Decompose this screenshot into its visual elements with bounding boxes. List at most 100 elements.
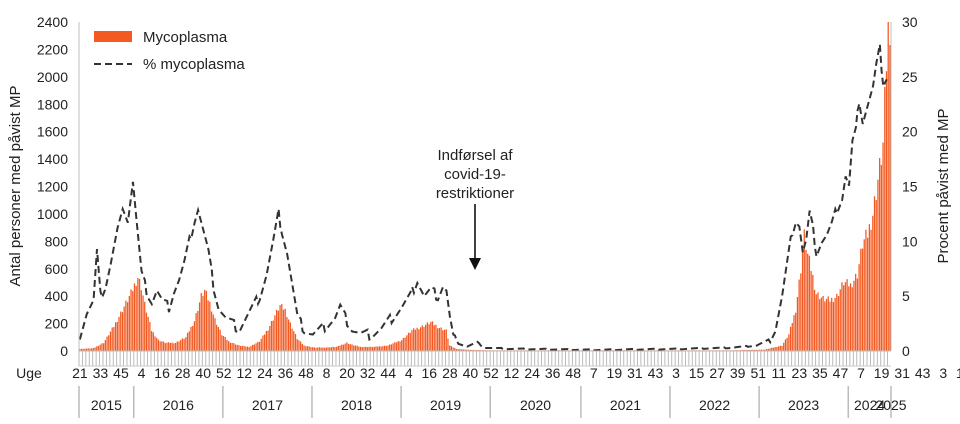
bar-mycoplasma: [378, 346, 381, 351]
week-label: 7: [590, 365, 598, 381]
bar-mycoplasma: [358, 346, 360, 351]
week-label: 31: [627, 365, 643, 381]
axes: [78, 22, 892, 352]
bar-mycoplasma: [192, 326, 194, 351]
bar-mycoplasma: [860, 248, 862, 351]
bar-mycoplasma: [395, 342, 398, 351]
bar-mycoplasma: [467, 349, 470, 351]
bar-mycoplasma: [848, 286, 850, 351]
bar-mycoplasma: [90, 348, 93, 351]
bar-mycoplasma: [164, 343, 166, 351]
bar-mycoplasma: [755, 349, 757, 351]
bar-mycoplasma: [236, 344, 238, 351]
bar-mycoplasma: [202, 295, 204, 351]
bar-mycoplasma: [84, 348, 86, 351]
bar-mycoplasma: [87, 348, 89, 351]
year-label: 2015: [91, 397, 122, 413]
bar-mycoplasma: [106, 336, 108, 351]
bar-mycoplasma: [383, 345, 386, 351]
bar-mycoplasma: [233, 343, 235, 351]
bar-mycoplasma: [865, 229, 867, 351]
bar-mycoplasma: [459, 349, 461, 351]
legend-label-pct: % mycoplasma: [143, 56, 245, 73]
bar-mycoplasma: [750, 349, 752, 351]
bar-mycoplasma: [855, 273, 857, 351]
week-label: 27: [709, 365, 725, 381]
bar-mycoplasma: [747, 349, 749, 351]
bar-mycoplasma: [404, 337, 406, 351]
bar-mycoplasma: [784, 339, 787, 351]
year-label: 2025: [875, 397, 906, 413]
bar-mycoplasma: [144, 301, 146, 351]
bar-mycoplasma: [359, 346, 362, 351]
bar-mycoplasma: [159, 341, 161, 351]
bar-mycoplasma: [834, 297, 836, 351]
bar-mycoplasma: [154, 336, 156, 351]
bar-mycoplasma: [416, 327, 418, 351]
bar-mycoplasma: [440, 327, 442, 351]
bar-mycoplasma: [238, 345, 240, 351]
bar-mycoplasma: [130, 289, 132, 351]
y-left-tick-label: 200: [45, 316, 69, 332]
y-left-tick-label: 1000: [37, 206, 68, 222]
bar-mycoplasma: [341, 344, 343, 351]
week-label: 51: [750, 365, 766, 381]
bar-mycoplasma: [851, 287, 853, 351]
bar-mycoplasma: [870, 229, 872, 351]
bar-mycoplasma: [419, 327, 422, 351]
bar-mycoplasma: [889, 45, 891, 351]
bar-mycoplasma: [791, 323, 793, 351]
bar-mycoplasma: [861, 248, 864, 351]
week-row-label: Uge: [16, 365, 42, 381]
bar-mycoplasma: [219, 329, 221, 351]
bar-mycoplasma: [401, 340, 403, 351]
bar-mycoplasma: [803, 229, 805, 351]
bar-mycoplasma: [147, 316, 149, 351]
bar-mycoplasma: [849, 283, 852, 351]
y-left-tick-label: 1600: [37, 124, 68, 140]
bar-mycoplasma: [808, 255, 811, 351]
week-label: 52: [483, 365, 499, 381]
bar-mycoplasma: [339, 345, 341, 351]
bar-mycoplasma: [382, 346, 384, 351]
bar-mycoplasma: [438, 328, 441, 351]
bar-mycoplasma: [365, 346, 367, 351]
bar-mycoplasma: [442, 330, 444, 351]
bar-mycoplasma: [178, 341, 180, 351]
bar-mycoplasma: [288, 319, 290, 351]
bar-mycoplasma: [445, 329, 447, 351]
bar-mycoplasma: [306, 346, 309, 351]
bar-mycoplasma: [880, 164, 882, 351]
year-label: 2017: [252, 397, 283, 413]
bar-mycoplasma: [245, 346, 247, 351]
bar-mycoplasma: [346, 342, 348, 351]
bar-mycoplasma: [99, 344, 101, 351]
bar-mycoplasma: [399, 341, 401, 351]
y-left-tick-label: 800: [45, 233, 69, 249]
bar-mycoplasma: [260, 338, 262, 351]
bar-mycoplasma: [844, 282, 847, 351]
bar-mycoplasma: [795, 312, 797, 351]
bar-mycoplasma: [824, 301, 826, 351]
bar-mycoplasma: [252, 344, 254, 351]
week-labels: 21 33 45 4 16 28 40 52 12 24 36 48 8 20 32 44 4 16 28 40 52 1…: [72, 365, 960, 381]
bar-mycoplasma: [863, 239, 865, 351]
bar-mycoplasma: [323, 347, 326, 351]
bar-mycoplasma: [332, 346, 334, 351]
bar-mycoplasma: [132, 291, 134, 351]
bar-mycoplasma: [813, 289, 816, 351]
annotation-line-1: Indførsel af: [437, 147, 513, 164]
bar-mycoplasma: [195, 313, 197, 351]
bar-mycoplasma: [128, 295, 130, 351]
bar-mycoplasma: [327, 347, 329, 351]
week-label: 28: [442, 365, 458, 381]
bar-mycoplasma: [186, 332, 189, 351]
bar-mycoplasma: [330, 347, 333, 351]
bar-mycoplasma: [162, 341, 165, 351]
bar-mycoplasma: [800, 273, 802, 351]
bar-mycoplasma: [879, 157, 881, 351]
bar-mycoplasma: [464, 349, 466, 351]
line-pct-mycoplasma: [78, 44, 888, 352]
bar-mycoplasma: [145, 312, 148, 351]
bar-mycoplasma: [286, 317, 288, 351]
